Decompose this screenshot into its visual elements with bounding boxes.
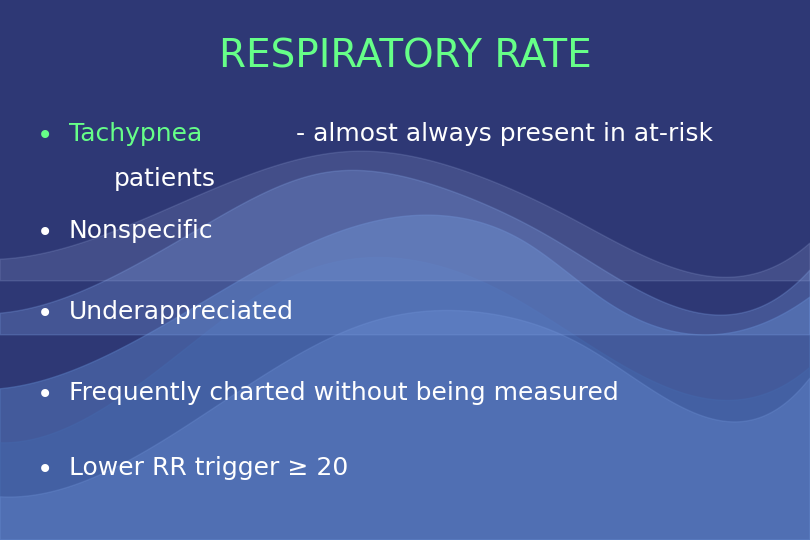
Text: Lower RR trigger ≥ 20: Lower RR trigger ≥ 20 xyxy=(69,456,348,480)
Text: RESPIRATORY RATE: RESPIRATORY RATE xyxy=(219,38,591,76)
Text: •: • xyxy=(36,456,53,484)
Text: •: • xyxy=(36,300,53,328)
Text: •: • xyxy=(36,381,53,409)
Polygon shape xyxy=(0,310,810,540)
Polygon shape xyxy=(0,170,810,335)
Text: •: • xyxy=(36,122,53,150)
Text: •: • xyxy=(36,219,53,247)
Text: - almost always present in at-risk: - almost always present in at-risk xyxy=(288,122,713,145)
Text: Frequently charted without being measured: Frequently charted without being measure… xyxy=(69,381,619,404)
Text: Underappreciated: Underappreciated xyxy=(69,300,294,323)
Polygon shape xyxy=(0,151,810,281)
Polygon shape xyxy=(0,258,810,540)
Text: Nonspecific: Nonspecific xyxy=(69,219,214,242)
Text: Tachypnea: Tachypnea xyxy=(69,122,202,145)
Polygon shape xyxy=(0,215,810,540)
Text: patients: patients xyxy=(113,167,215,191)
